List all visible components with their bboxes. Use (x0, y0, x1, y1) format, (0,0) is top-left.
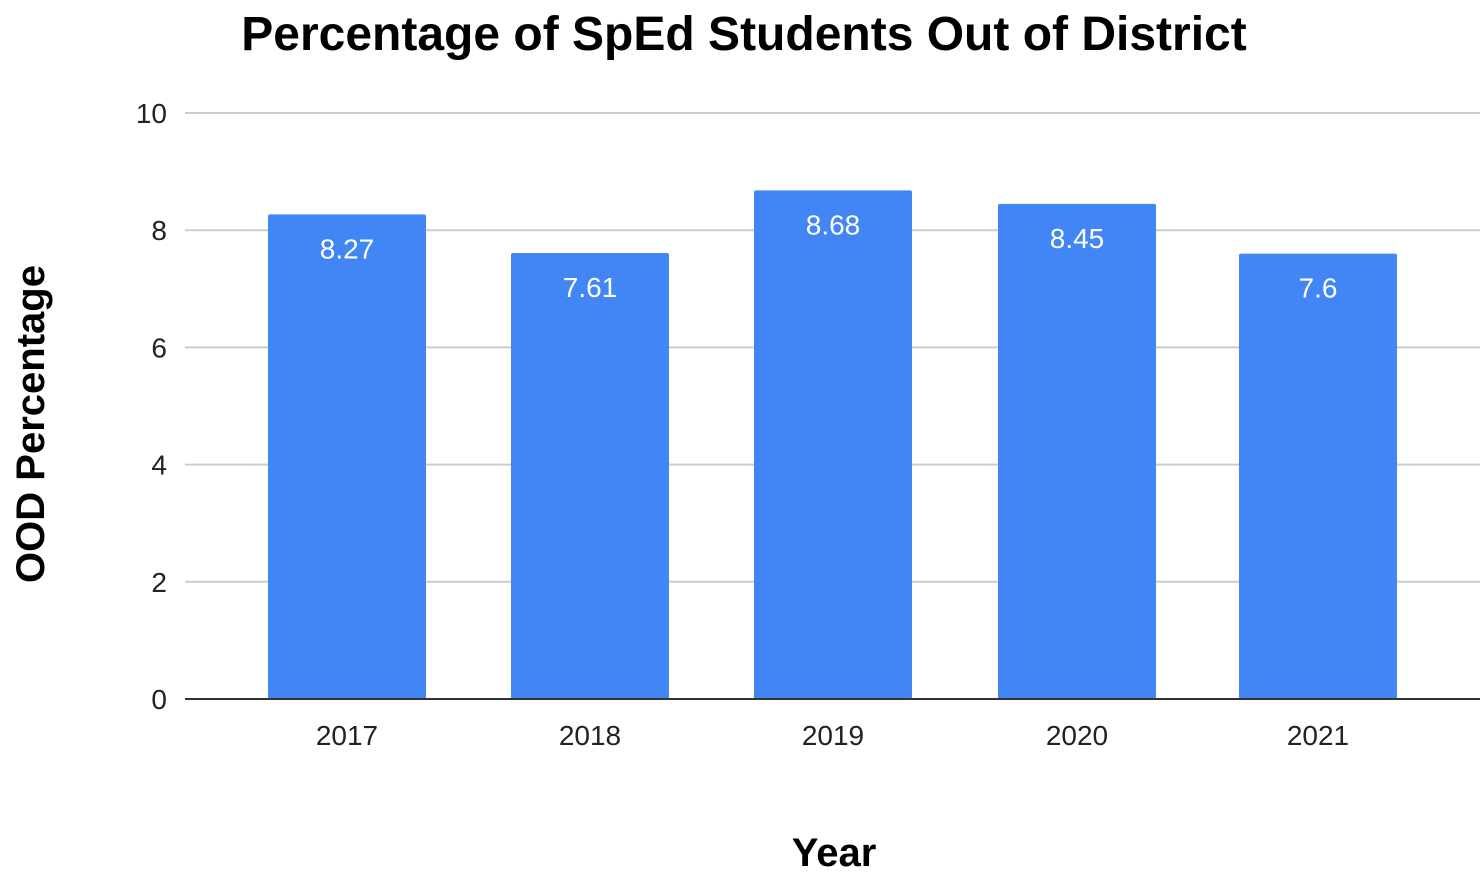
y-tick-label: 8 (151, 215, 167, 246)
x-tick-label: 2019 (802, 720, 864, 751)
y-axis-title: OOD Percentage (9, 265, 53, 583)
data-labels: 8.27 7.61 8.68 8.45 7.6 (320, 209, 1338, 303)
x-axis-ticks: 2017 2018 2019 2020 2021 (316, 720, 1349, 751)
y-tick-label: 6 (151, 332, 167, 363)
y-tick-label: 10 (136, 98, 167, 129)
bar (268, 214, 426, 700)
x-tick-label: 2018 (559, 720, 621, 751)
y-tick-label: 0 (151, 684, 167, 715)
y-tick-label: 4 (151, 450, 167, 481)
x-tick-label: 2017 (316, 720, 378, 751)
bar-data-label: 8.45 (1050, 223, 1105, 254)
x-axis-title: Year (792, 831, 877, 873)
bars (268, 190, 1397, 700)
bar-data-label: 7.61 (563, 272, 618, 303)
bar (1239, 253, 1397, 699)
bar-data-label: 8.27 (320, 233, 375, 264)
bar-data-label: 8.68 (806, 209, 861, 240)
x-tick-label: 2021 (1287, 720, 1349, 751)
bar (998, 203, 1156, 699)
x-tick-label: 2020 (1046, 720, 1108, 751)
y-tick-label: 2 (151, 567, 167, 598)
bar (511, 253, 669, 699)
chart-title: Percentage of SpEd Students Out of Distr… (241, 8, 1246, 61)
bar-data-label: 7.6 (1299, 273, 1338, 304)
y-axis-ticks: 0 2 4 6 8 10 (136, 98, 167, 715)
bar (754, 190, 912, 700)
